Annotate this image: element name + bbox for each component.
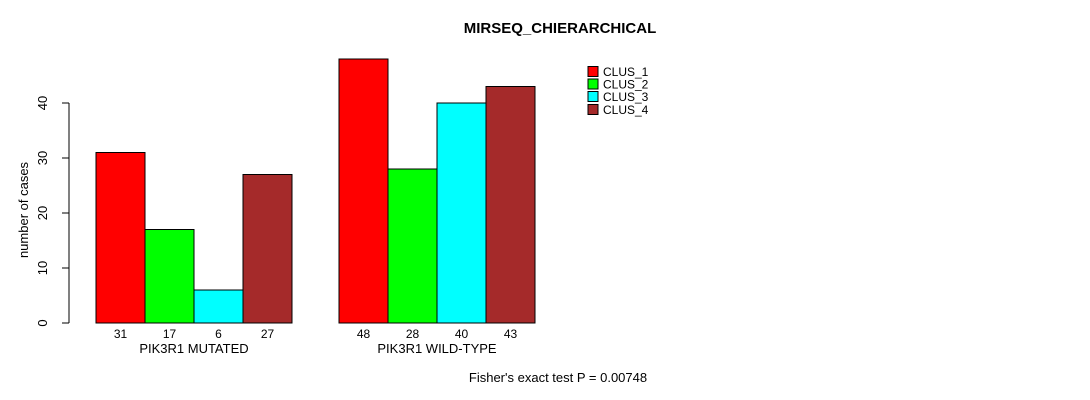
bar-clus_1-1 (95, 152, 146, 324)
legend-label: CLUS_1 (603, 65, 649, 79)
chart-title: MIRSEQ_CHIERARCHICAL (464, 20, 657, 37)
legend-swatch-clus_3 (587, 91, 599, 103)
bar-clus_2-2 (387, 168, 438, 324)
bar-clus_3-1 (193, 289, 244, 324)
y-tick-label: 40 (35, 96, 50, 110)
bar-value-label: 40 (455, 327, 469, 341)
y-tick-label: 20 (35, 206, 50, 220)
y-tick-label: 10 (35, 261, 50, 275)
bar-clus_4-2 (485, 86, 536, 324)
bar-clus_4-1 (242, 174, 293, 324)
legend-swatch-clus_1 (587, 66, 599, 77)
fisher-test-annotation: Fisher's exact test P = 0.00748 (469, 370, 647, 385)
legend-swatch-clus_2 (587, 78, 599, 90)
bar-clus_2-1 (144, 229, 195, 324)
legend-label: CLUS_2 (603, 78, 649, 92)
bar-value-label: 48 (357, 327, 371, 341)
legend-label: CLUS_3 (603, 90, 649, 104)
legend-label: CLUS_4 (603, 103, 649, 117)
group-label: PIK3R1 MUTATED (139, 341, 248, 356)
bar-value-label: 6 (215, 327, 222, 341)
bar-value-label: 43 (504, 327, 518, 341)
bar-value-label: 28 (406, 327, 420, 341)
y-axis-title: number of cases (16, 161, 31, 258)
group-label: PIK3R1 WILD-TYPE (377, 341, 497, 356)
y-axis: 0 10 20 30 40 (35, 96, 70, 327)
bar-clus_1-2 (338, 58, 389, 324)
legend-swatch-clus_4 (587, 103, 599, 115)
bar-clus_3-2 (436, 102, 487, 324)
y-tick-label: 0 (35, 319, 50, 326)
bars-layer: 31 17 6 27 PIK3R1 MUTATED 48 28 40 43 PIK3R1 WILD… (95, 58, 536, 356)
bar-value-label: 17 (163, 327, 177, 341)
y-tick-label: 30 (35, 151, 50, 165)
bar-value-label: 31 (114, 327, 128, 341)
bar-value-label: 27 (261, 327, 275, 341)
